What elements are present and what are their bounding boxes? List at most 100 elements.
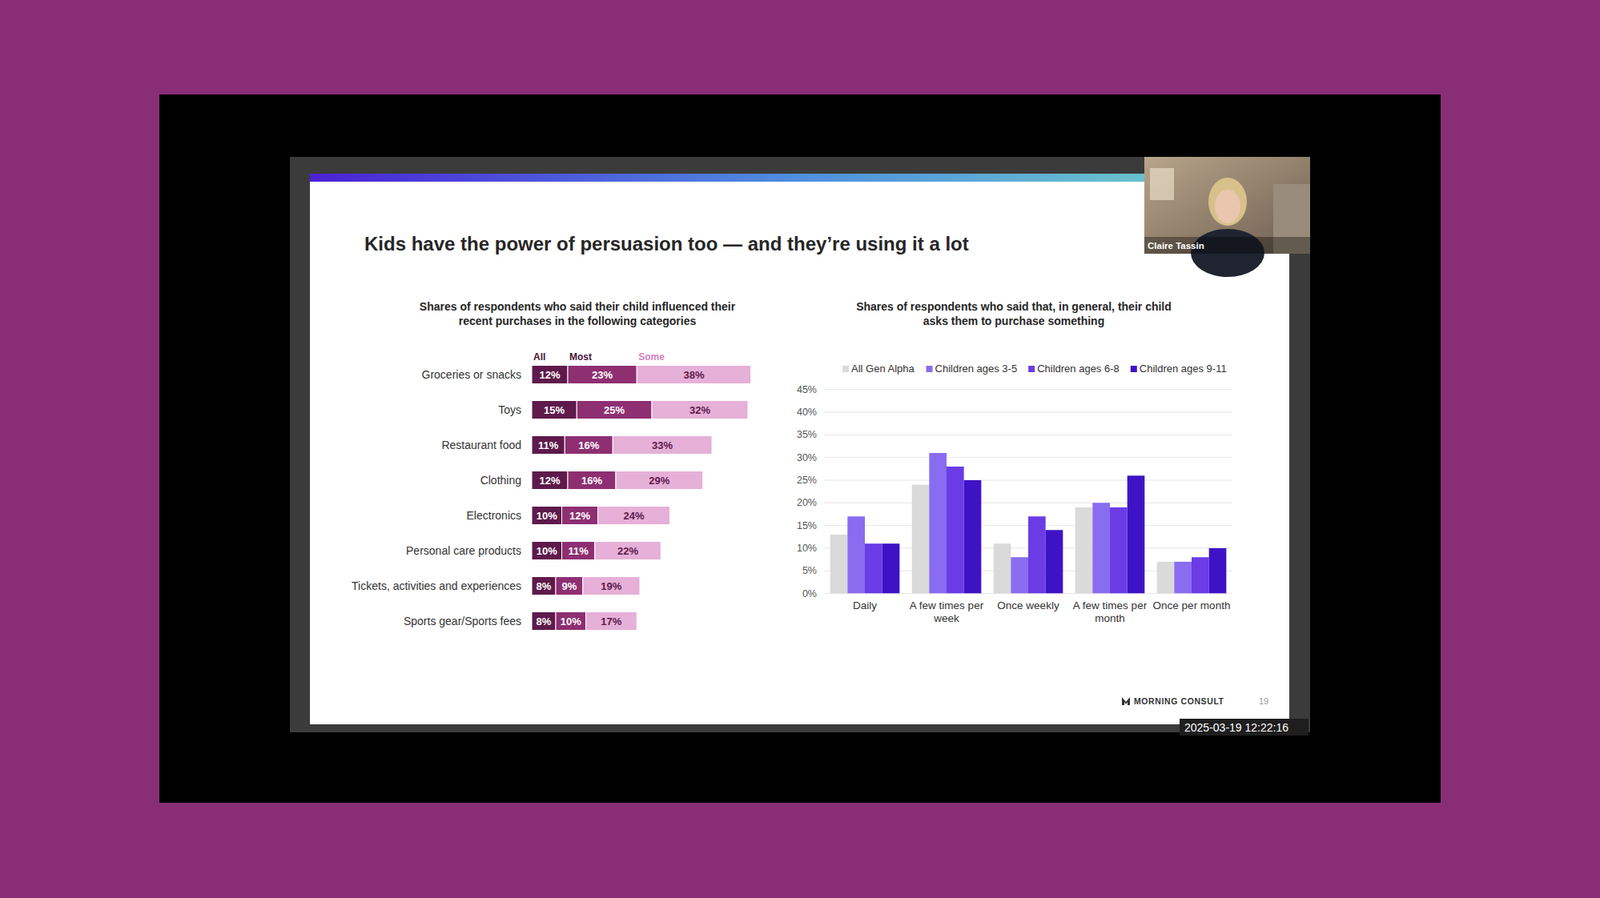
bar <box>847 516 865 594</box>
category-label: Daily <box>852 599 877 612</box>
bar <box>531 471 568 491</box>
data-label: 9% <box>561 580 577 593</box>
tick-label: 30% <box>796 452 817 464</box>
category-label: Tickets, activities and experiences <box>351 579 522 593</box>
bar <box>1157 562 1175 595</box>
bar <box>576 401 652 420</box>
category-label: Once weekly <box>996 599 1060 612</box>
bar <box>598 506 671 526</box>
label-line: Shares of respondents who said their chi… <box>419 300 736 314</box>
label-line: month <box>1094 612 1126 625</box>
data-label: 23% <box>591 369 613 382</box>
bars <box>531 365 752 632</box>
y-axis: 0%5%10%15%20%25%30%35%40%45% <box>796 384 1233 600</box>
tick-label: 25% <box>796 474 817 487</box>
chart: Shares of respondents who said their chi… <box>351 300 752 632</box>
data-label: 8% <box>536 615 552 628</box>
grid-line <box>824 457 1233 459</box>
label-line: asks them to purchase something <box>923 314 1105 328</box>
bar <box>615 471 704 491</box>
bar <box>651 401 748 420</box>
bar <box>531 506 563 526</box>
speaker-name: Claire Tassin <box>1147 241 1205 251</box>
tick-label: 5% <box>802 565 817 577</box>
chart-title: Shares of respondents who said that, in … <box>856 300 1172 328</box>
bar <box>531 436 565 455</box>
bar <box>964 480 982 595</box>
label-line: Shares of respondents who said that, in … <box>856 300 1172 314</box>
category-label: Electronics <box>466 509 522 523</box>
legend-entry: Most <box>569 351 592 363</box>
bar <box>946 466 965 595</box>
data-label: 38% <box>683 369 704 382</box>
bar <box>636 365 752 385</box>
grid-line <box>824 434 1233 436</box>
tick-label: 20% <box>796 497 817 509</box>
label-line: Daily <box>852 599 877 612</box>
category-label: A few times perweek <box>909 599 985 625</box>
legend-entry: Children ages 6-8 <box>1037 362 1120 375</box>
bar <box>531 612 556 632</box>
tick-label: 15% <box>796 520 817 532</box>
data-label: 15% <box>543 404 565 417</box>
legend-entry: Children ages 3-5 <box>935 362 1018 375</box>
timestamp: 2025-03-19 12:22:16 <box>1184 721 1289 735</box>
slide-title: Kids have the power of persuasion too — … <box>364 233 969 255</box>
background <box>0 0 1600 898</box>
slide <box>309 173 1290 725</box>
bar <box>564 436 613 455</box>
bar <box>1173 562 1192 595</box>
category-label: Toys <box>498 403 522 417</box>
chart-title: Shares of respondents who said their chi… <box>419 300 736 328</box>
bar <box>555 612 587 632</box>
data-label: 10% <box>536 510 558 523</box>
label-line: week <box>932 612 960 625</box>
bar <box>912 485 930 595</box>
tick-label: 10% <box>796 542 817 555</box>
label-line: Once weekly <box>996 599 1060 612</box>
data-label: 32% <box>689 404 711 417</box>
tick-label: 40% <box>796 406 817 419</box>
legend-swatch <box>842 365 849 373</box>
bar <box>928 453 947 595</box>
name-bar <box>1144 237 1311 254</box>
legend-swatch <box>1028 365 1035 373</box>
data-label: 10% <box>536 545 558 558</box>
bar <box>531 401 577 420</box>
data-label: 11% <box>567 545 589 558</box>
category-label: Once per month <box>1153 599 1231 612</box>
category-label: Personal care products <box>406 544 522 558</box>
data-label: 24% <box>623 510 644 523</box>
bar <box>830 534 849 595</box>
screen: Kids have the power of persuasion too — … <box>0 0 1600 898</box>
bars <box>830 453 1227 595</box>
bar <box>1209 548 1227 595</box>
page: {"page": {"title": "Kids have the power … <box>0 0 1600 898</box>
slide-top-bar <box>309 173 1290 182</box>
timestamp-bg <box>1179 719 1309 736</box>
bar <box>586 612 638 632</box>
bar <box>582 577 640 596</box>
grid-line <box>824 502 1233 504</box>
slide-frame <box>289 156 1311 733</box>
category-label: Restaurant food <box>441 438 522 452</box>
bar <box>1191 557 1210 594</box>
bar <box>567 471 616 491</box>
bar <box>612 436 712 455</box>
bar <box>531 577 556 596</box>
category-label: Sports gear/Sports fees <box>403 615 522 628</box>
bar <box>1109 507 1128 595</box>
data-label: 17% <box>600 615 622 628</box>
legend-entry: Children ages 9-11 <box>1139 362 1227 375</box>
data-label: 12% <box>538 369 560 382</box>
data-label: 10% <box>560 615 582 628</box>
bar <box>993 543 1012 594</box>
tick-label: 0% <box>802 588 817 600</box>
legend-entry: All Gen Alpha <box>851 362 916 375</box>
data-label: 29% <box>648 474 670 487</box>
category-label: A few times permonth <box>1073 599 1148 625</box>
legend-swatch <box>926 365 933 373</box>
bar <box>562 542 595 561</box>
chart: Shares of respondents who said that, in … <box>796 300 1233 625</box>
bar <box>531 365 568 385</box>
